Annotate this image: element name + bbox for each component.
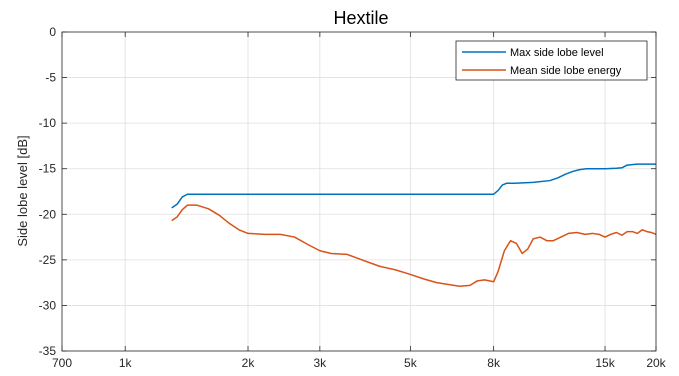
legend-box [455, 40, 648, 81]
plot-area [61, 31, 657, 352]
x-tick-label: 8k [487, 356, 501, 370]
y-axis-label: Side lobe level [dB] [15, 135, 30, 246]
series-line-mean-side-lobe-energy [171, 204, 657, 288]
x-tick-label: 1k [119, 356, 133, 370]
x-tick-label: 3k [314, 356, 328, 370]
y-tick-label: 0 [49, 25, 56, 39]
series-lines [171, 163, 657, 288]
x-tick-label: 2k [242, 356, 256, 370]
plot-frame [61, 31, 657, 352]
y-tick-label: -15 [39, 162, 57, 176]
y-tick-label: -10 [39, 116, 57, 130]
x-tick-label: 20k [646, 356, 666, 370]
y-tick-label: -25 [39, 253, 57, 267]
series-line-max-side-lobe-level [171, 163, 656, 209]
legend: Max side lobe level Mean side lobe energ… [455, 40, 648, 81]
x-tick-label: 5k [404, 356, 418, 370]
x-tick-labels: 700 1k 2k 3k 5k 8k 15k 20k [52, 356, 667, 370]
chart-title: Hextile [333, 8, 388, 28]
y-tick-label: -20 [39, 207, 57, 221]
legend-label-max-side-lobe: Max side lobe level [510, 47, 604, 59]
y-tick-labels: 0 -5 -10 -15 -20 -25 -30 -35 [39, 25, 57, 358]
x-tick-label: 15k [595, 356, 615, 370]
x-tick-label: 700 [52, 356, 72, 370]
y-tick-label: -30 [39, 298, 57, 312]
y-tick-label: -5 [45, 71, 56, 85]
axis-ticks [61, 31, 657, 352]
plot-background [62, 32, 656, 351]
legend-label-mean-side-lobe: Mean side lobe energy [510, 65, 622, 77]
y-tick-label: -35 [39, 344, 57, 358]
